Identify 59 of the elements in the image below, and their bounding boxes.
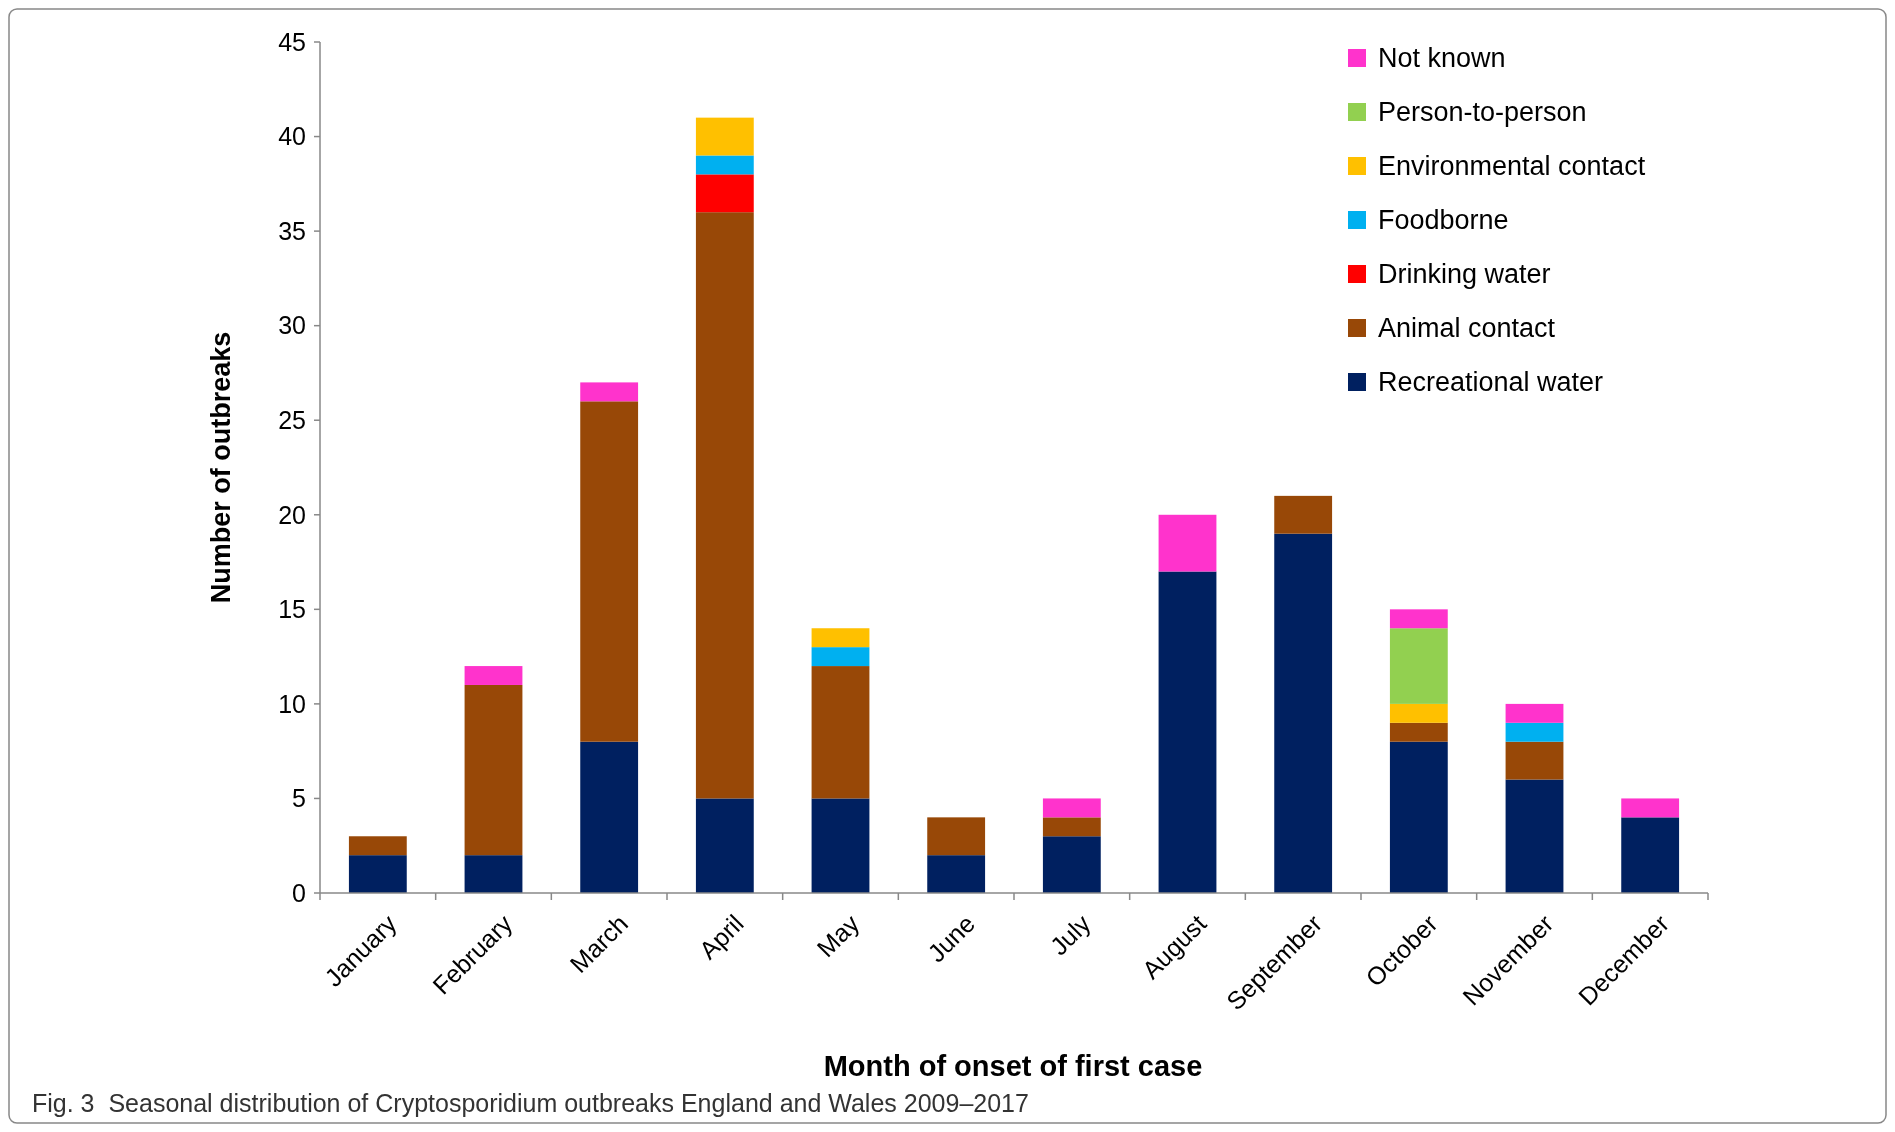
bar	[464, 684, 523, 856]
y-tick-label: 10	[278, 689, 306, 718]
bar	[1389, 628, 1448, 704]
legend-label: Drinking water	[1378, 259, 1551, 290]
bar	[348, 855, 407, 893]
bar	[1042, 798, 1101, 818]
y-tick-label: 25	[278, 405, 306, 434]
legend-label: Environmental contact	[1378, 151, 1646, 182]
bar	[695, 212, 754, 799]
bar	[695, 798, 754, 893]
legend-label: Animal contact	[1378, 313, 1556, 344]
bar	[580, 401, 639, 742]
bar	[1274, 495, 1333, 534]
bar	[811, 798, 870, 893]
bar	[1505, 703, 1564, 723]
bar	[927, 855, 986, 893]
x-tick-label: May	[811, 908, 865, 963]
bar	[695, 117, 754, 156]
bar	[464, 855, 523, 893]
y-tick-label: 0	[292, 878, 306, 907]
bar	[1042, 817, 1101, 837]
bar	[580, 382, 639, 402]
bar	[1158, 514, 1217, 572]
bar	[1389, 609, 1448, 629]
bar	[1274, 533, 1333, 893]
legend-label: Person-to-person	[1378, 97, 1587, 128]
bar	[580, 741, 639, 893]
x-tick-label: July	[1044, 908, 1097, 961]
y-tick-label: 40	[278, 122, 306, 151]
bar	[1505, 741, 1564, 780]
legend-label: Recreational water	[1378, 367, 1604, 398]
caption: Fig. 3 Seasonal distribution of Cryptosporidium outbreaks England and Wales 2009–2017	[32, 1089, 1029, 1117]
bar	[695, 155, 754, 175]
bar	[1158, 571, 1217, 893]
bar	[811, 647, 870, 667]
legend-label: Foodborne	[1378, 205, 1509, 236]
bar	[1389, 741, 1448, 893]
bar	[1621, 817, 1680, 893]
bar	[1042, 836, 1101, 893]
bar	[1621, 798, 1680, 818]
y-tick-label: 35	[278, 216, 306, 245]
y-tick-label: 5	[292, 784, 306, 813]
y-tick-label: 45	[278, 27, 306, 56]
bar	[811, 628, 870, 648]
bar	[464, 666, 523, 685]
y-tick-label: 30	[278, 311, 306, 340]
bar	[1505, 779, 1564, 893]
bar	[811, 666, 870, 799]
bar	[1505, 722, 1564, 742]
bar	[1389, 703, 1448, 723]
y-tick-label: 20	[278, 500, 306, 529]
bar	[1389, 722, 1448, 742]
y-axis-title: Number of outbreaks	[206, 331, 236, 604]
bar	[695, 174, 754, 213]
legend-label: Not known	[1378, 43, 1506, 74]
bar	[927, 817, 986, 856]
bar	[348, 836, 407, 856]
y-tick-label: 15	[278, 595, 306, 624]
x-axis-title: Month of onset of first case	[823, 1050, 1203, 1082]
